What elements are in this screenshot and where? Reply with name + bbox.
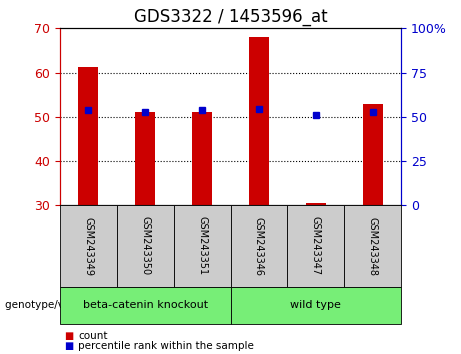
Text: GSM243348: GSM243348	[367, 217, 378, 275]
Text: beta-catenin knockout: beta-catenin knockout	[83, 300, 208, 310]
Text: GSM243349: GSM243349	[83, 217, 94, 275]
Text: GSM243351: GSM243351	[197, 216, 207, 276]
Text: genotype/variation ▶: genotype/variation ▶	[5, 300, 115, 310]
Bar	[192, 112, 212, 205]
Text: ■: ■	[65, 341, 74, 351]
Text: ■: ■	[65, 331, 74, 341]
Bar	[249, 37, 269, 205]
Text: wild type: wild type	[290, 300, 341, 310]
Text: GSM243346: GSM243346	[254, 217, 264, 275]
Text: GSM243347: GSM243347	[311, 216, 321, 276]
Text: GSM243350: GSM243350	[140, 216, 150, 276]
Text: percentile rank within the sample: percentile rank within the sample	[78, 341, 254, 351]
Text: count: count	[78, 331, 108, 341]
Bar	[363, 103, 383, 205]
Bar	[78, 67, 98, 205]
Bar	[135, 113, 155, 205]
Bar	[306, 203, 326, 205]
Title: GDS3322 / 1453596_at: GDS3322 / 1453596_at	[134, 8, 327, 25]
